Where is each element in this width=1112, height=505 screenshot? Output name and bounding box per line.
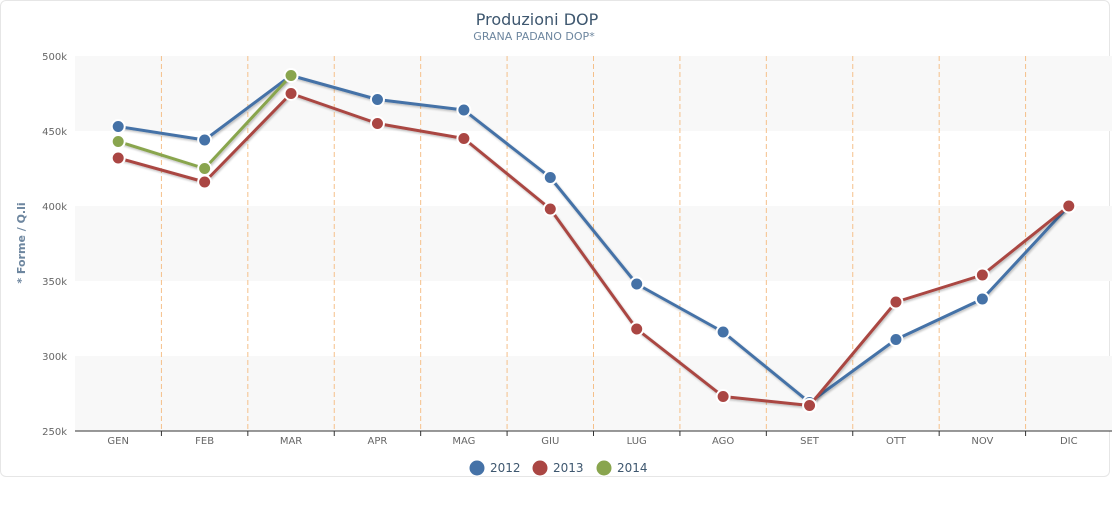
y-tick-label: 400k [42,202,67,213]
legend-label: 2013 [553,461,584,475]
x-tick-label: GEN [107,436,129,447]
x-tick-label: MAR [280,436,302,447]
data-point-2012 [715,324,731,340]
x-tick-label: FEB [195,436,214,447]
y-tick-label: 350k [42,277,67,288]
data-point-2012 [542,170,558,185]
y-tick-label: 300k [42,352,67,363]
y-axis-label: * Forme / Q.li [15,202,28,283]
legend: 2012 2013 2014 [468,459,648,477]
data-point-2014 [110,134,126,149]
data-point-2012 [369,92,385,107]
x-tick-label: APR [368,436,388,447]
chart-subtitle: GRANA PADANO DOP* [473,30,595,43]
series-2014 [110,68,299,176]
data-point-2013 [802,398,818,413]
data-point-2013 [197,174,213,190]
series-line-2012 [116,74,1071,404]
legend-marker [468,459,486,477]
data-point-2014 [197,161,213,176]
data-point-2014 [283,68,299,83]
data-point-2013 [629,321,645,337]
x-tick-label: AGO [712,436,734,447]
x-tick-label: LUG [627,436,647,447]
legend-item-2014: 2014 [595,459,648,477]
legend-marker [531,459,549,477]
x-tick-label: NOV [971,436,993,447]
x-tick-label: SET [800,436,820,447]
x-tick-label: DIC [1060,436,1078,447]
series-2013 [110,86,1077,413]
y-tick-label: 250k [42,427,67,438]
vertical-grid [160,56,1027,431]
data-point-2013 [456,131,472,146]
legend-item-2013: 2013 [531,459,584,477]
data-point-2013 [542,201,558,217]
data-point-2012 [110,119,126,134]
data-point-2013 [110,150,126,166]
legend-label: 2012 [490,461,521,475]
x-tick-label: MAG [452,436,475,447]
data-point-2013 [1061,198,1077,214]
data-point-2012 [456,102,472,118]
data-point-2013 [974,267,990,283]
x-tick-label: GIU [541,436,559,447]
data-point-2013 [283,86,299,101]
legend-item-2012: 2012 [468,459,521,477]
x-tick-label: OTT [886,436,907,447]
data-point-2012 [629,276,645,292]
data-point-2012 [888,332,904,347]
series-group [110,68,1077,413]
y-tick-label: 450k [42,127,67,138]
data-point-2013 [369,116,385,131]
legend-marker [595,459,613,477]
data-point-2012 [197,132,213,148]
axes: GEN FEB MAR APR MAG GIU LUG AGO SET OTT NOV DIC 250k… [42,52,1112,447]
data-point-2013 [888,294,904,310]
legend-label: 2014 [617,461,648,475]
series-line-2013 [116,92,1071,407]
data-point-2012 [974,291,990,307]
y-tick-label: 500k [42,52,67,63]
data-point-2013 [715,389,731,404]
chart-title: Produzioni DOP [476,10,599,29]
